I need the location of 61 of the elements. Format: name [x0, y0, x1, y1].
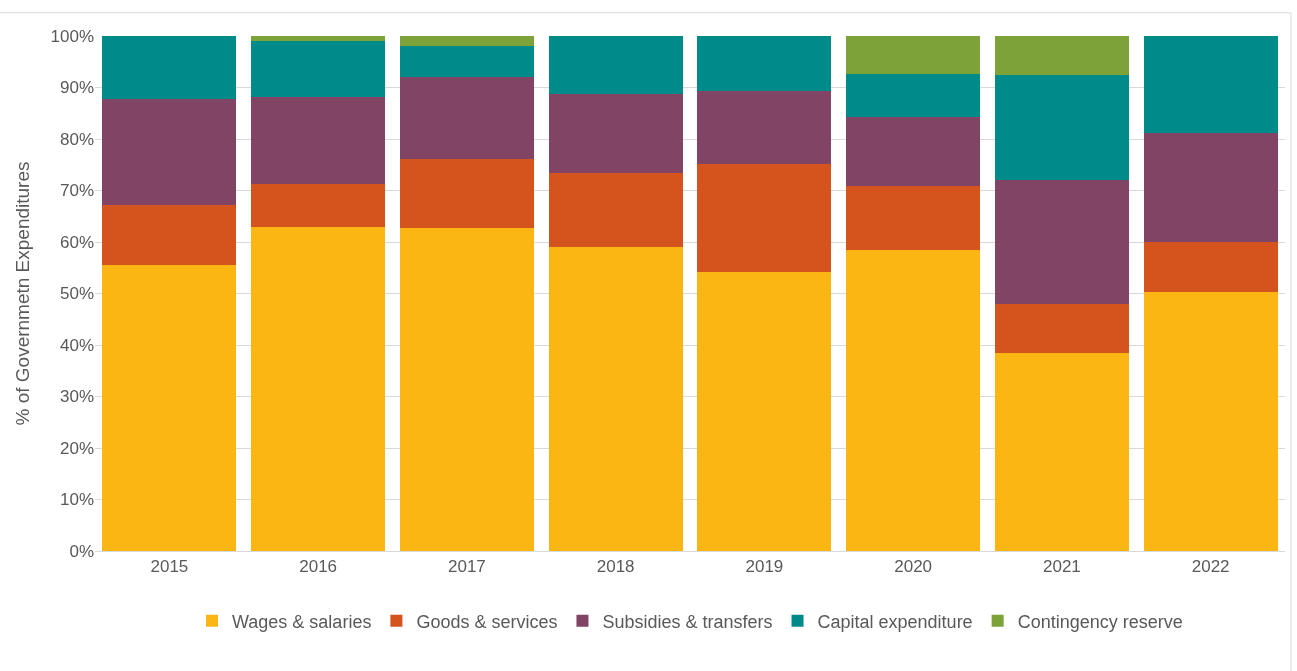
- bar: [994, 75, 1129, 181]
- bar: [994, 303, 1129, 354]
- x-tick-label: 2022: [1191, 557, 1230, 577]
- x-tick-label: 2020: [894, 557, 933, 577]
- x-tick-label: 2018: [596, 557, 635, 577]
- bar: [846, 74, 981, 117]
- y-tick-label: 10%: [59, 490, 94, 510]
- bar: [994, 353, 1129, 551]
- bar: [251, 41, 386, 97]
- y-tick-label: 70%: [59, 181, 94, 201]
- bar: [251, 183, 386, 228]
- x-tick-label: 2017: [447, 557, 486, 577]
- y-tick-label: 80%: [59, 129, 94, 149]
- legend-label: Capital expenditure: [817, 611, 973, 632]
- legend-label: Goods & services: [416, 611, 558, 632]
- y-tick-label: 0%: [69, 541, 94, 561]
- y-tick-label: 60%: [59, 232, 94, 252]
- y-tick-label: 20%: [59, 438, 94, 458]
- y-tick-label: 50%: [59, 284, 94, 304]
- bar: [846, 116, 981, 186]
- bar: [697, 36, 832, 92]
- y-tick-label: 90%: [59, 78, 94, 98]
- bar: [102, 36, 237, 99]
- legend-label: Wages & salaries: [232, 611, 372, 632]
- bar: [697, 271, 832, 551]
- bar: [1143, 36, 1278, 133]
- bar: [251, 96, 386, 184]
- bar: [994, 36, 1129, 76]
- bar: [1143, 132, 1278, 242]
- y-tick-label: 30%: [59, 387, 94, 407]
- bar: [548, 94, 683, 173]
- bar: [399, 228, 534, 551]
- bar: [846, 250, 981, 551]
- bar: [846, 36, 981, 75]
- bar: [994, 180, 1129, 304]
- bar: [102, 204, 237, 266]
- bar: [697, 91, 832, 165]
- x-tick-label: 2015: [150, 557, 189, 577]
- bar: [548, 36, 683, 95]
- bar: [548, 247, 683, 551]
- bar: [846, 185, 981, 251]
- bar: [251, 36, 386, 42]
- bar: [102, 98, 237, 205]
- legend-label: Subsidies & transfers: [602, 611, 773, 632]
- bar: [697, 164, 832, 272]
- y-tick-label: 100%: [50, 26, 94, 46]
- bar: [399, 159, 534, 229]
- bar: [1143, 291, 1278, 551]
- bar: [251, 227, 386, 551]
- bar: [399, 77, 534, 160]
- x-tick-label: 2016: [299, 557, 338, 577]
- bar: [1143, 242, 1278, 292]
- y-axis-title: % of Governmetn Expenditures: [12, 161, 34, 426]
- bar: [399, 45, 534, 78]
- bar: [399, 36, 534, 46]
- x-tick-label: 2019: [745, 557, 784, 577]
- bar: [548, 172, 683, 248]
- x-tick-label: 2021: [1042, 557, 1081, 577]
- y-tick-label: 40%: [59, 335, 94, 355]
- bar: [102, 265, 237, 551]
- legend-label: Contingency reserve: [1017, 611, 1183, 632]
